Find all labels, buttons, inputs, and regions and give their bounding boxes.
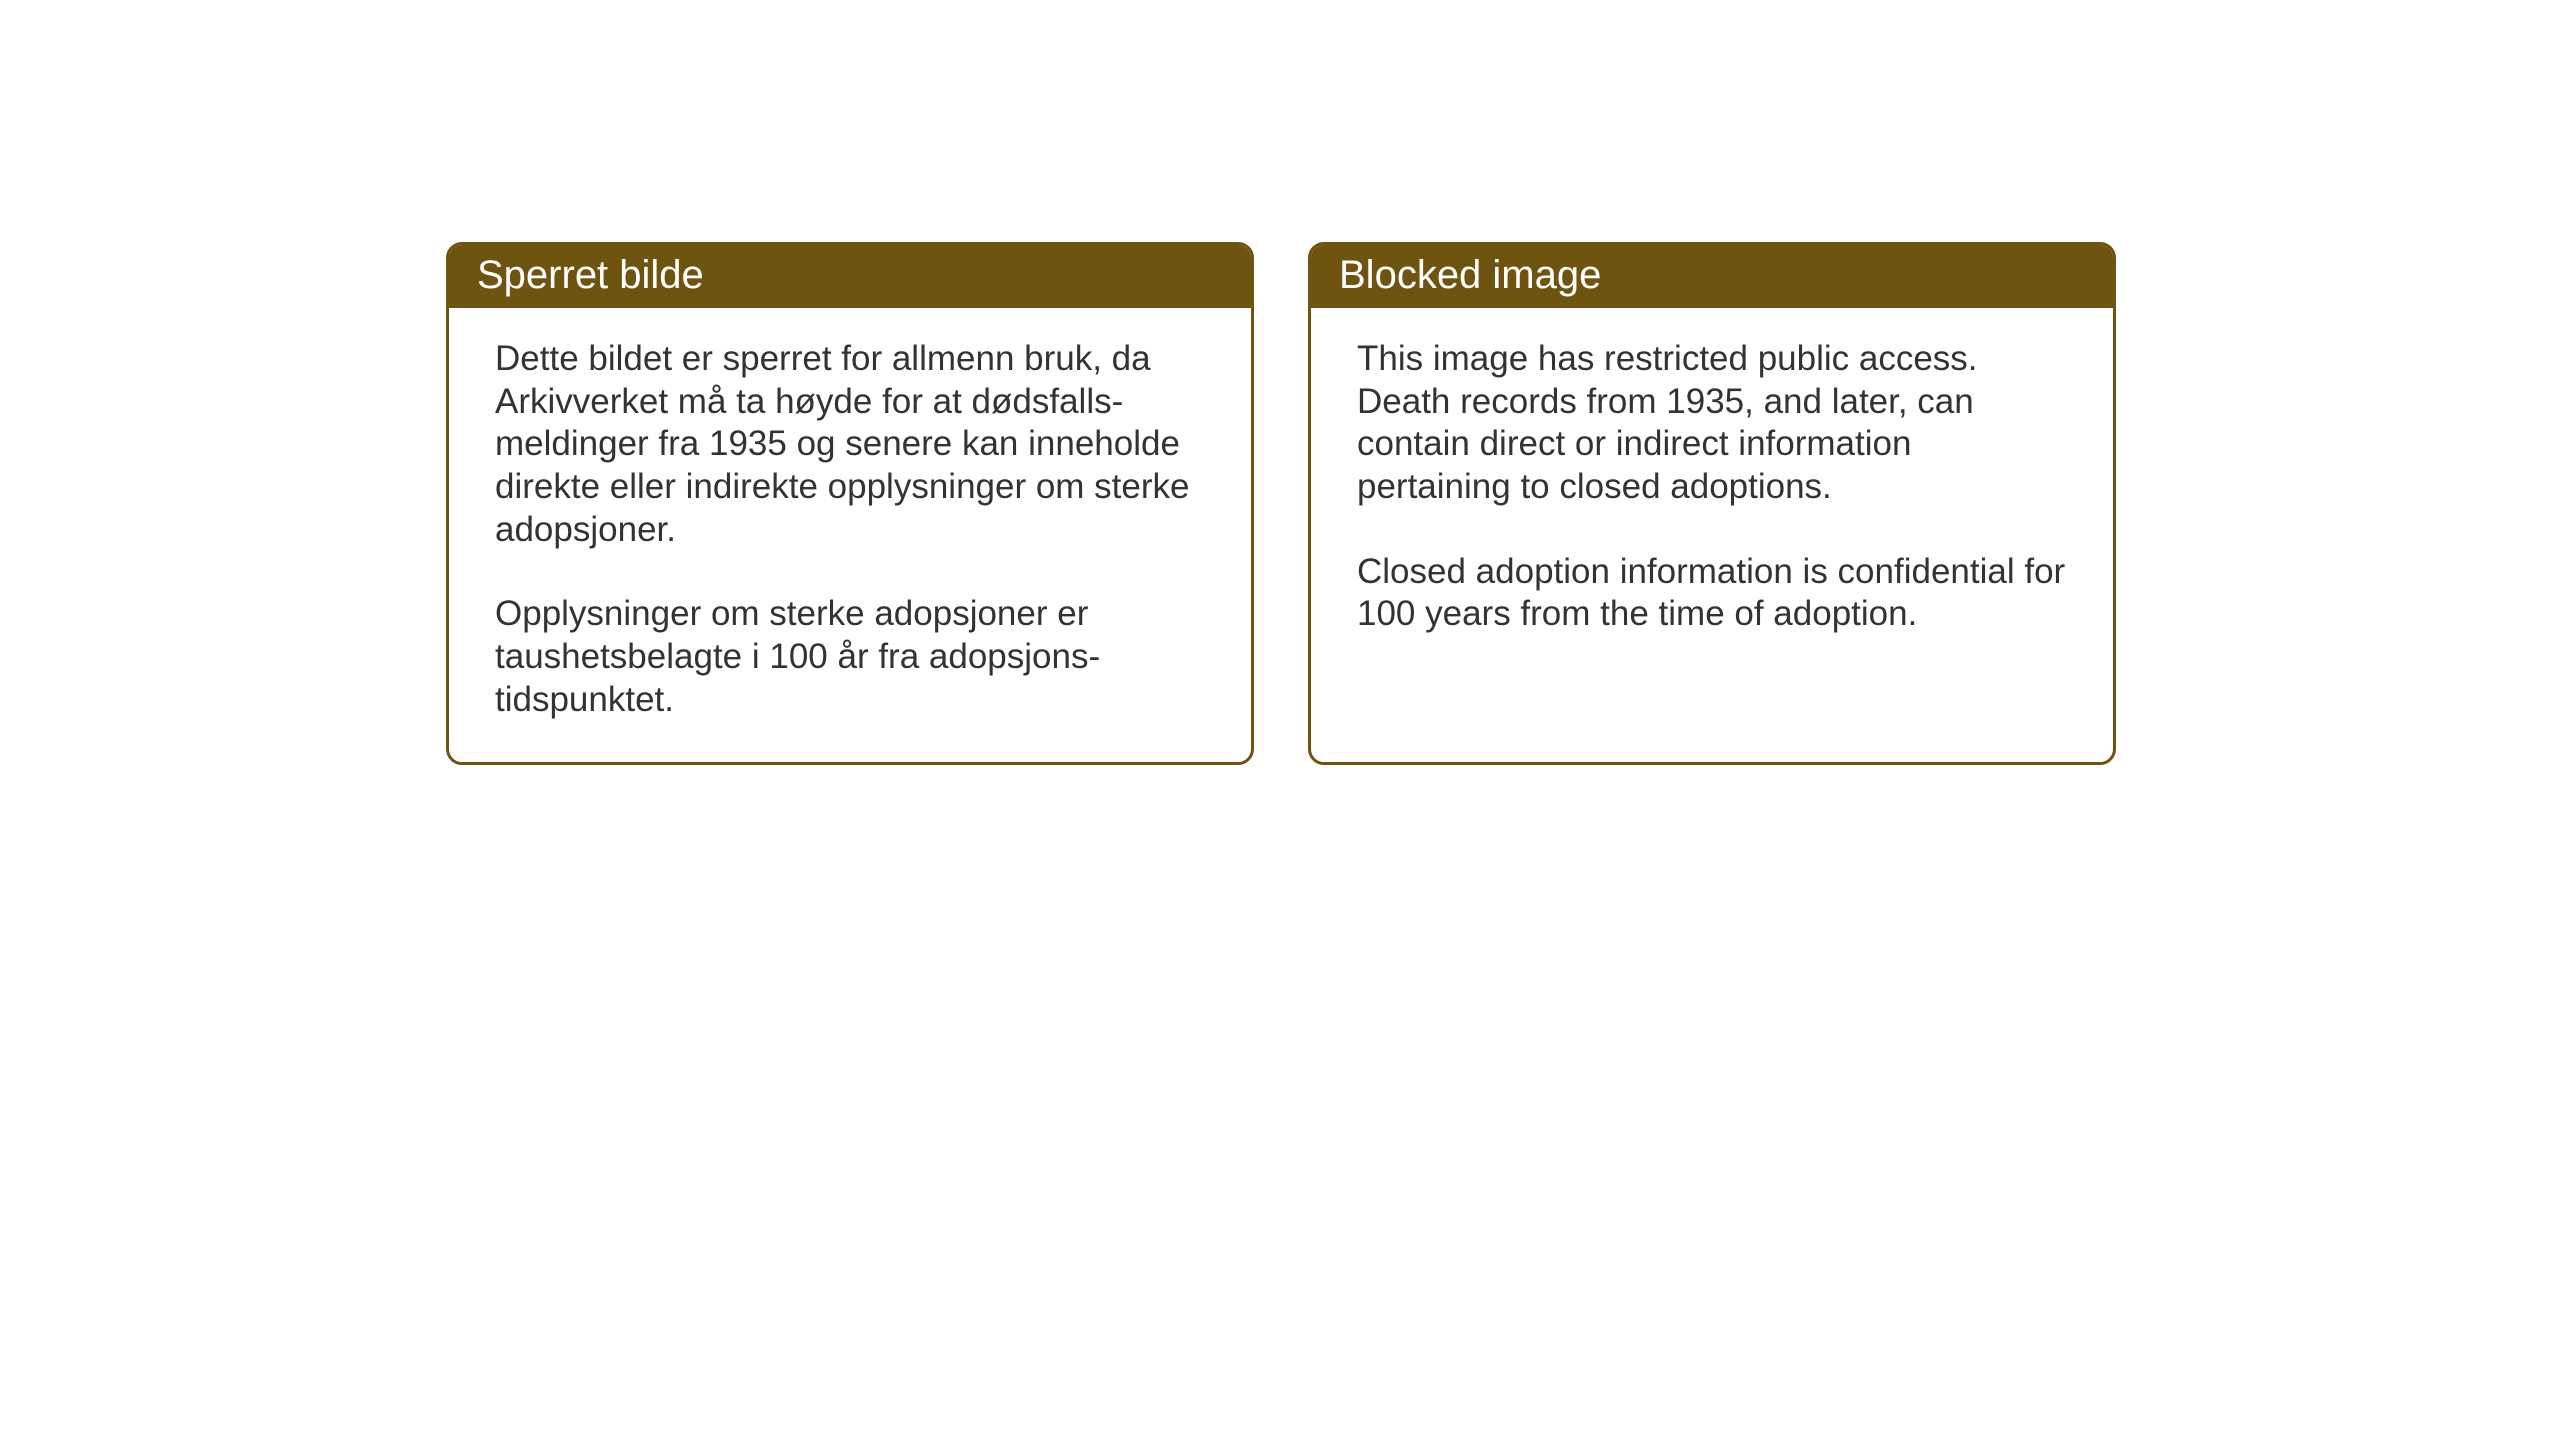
english-paragraph-1: This image has restricted public access.… (1357, 338, 2067, 509)
norwegian-notice-title: Sperret bilde (449, 245, 1251, 308)
norwegian-paragraph-2: Opplysninger om sterke adopsjoner er tau… (495, 593, 1205, 721)
notice-container: Sperret bilde Dette bildet er sperret fo… (446, 242, 2116, 765)
norwegian-paragraph-1: Dette bildet er sperret for allmenn bruk… (495, 338, 1205, 551)
english-notice-box: Blocked image This image has restricted … (1308, 242, 2116, 765)
english-paragraph-2: Closed adoption information is confident… (1357, 551, 2067, 636)
norwegian-notice-box: Sperret bilde Dette bildet er sperret fo… (446, 242, 1254, 765)
english-notice-title: Blocked image (1311, 245, 2113, 308)
norwegian-notice-body: Dette bildet er sperret for allmenn bruk… (449, 308, 1251, 762)
english-notice-body: This image has restricted public access.… (1311, 308, 2113, 676)
